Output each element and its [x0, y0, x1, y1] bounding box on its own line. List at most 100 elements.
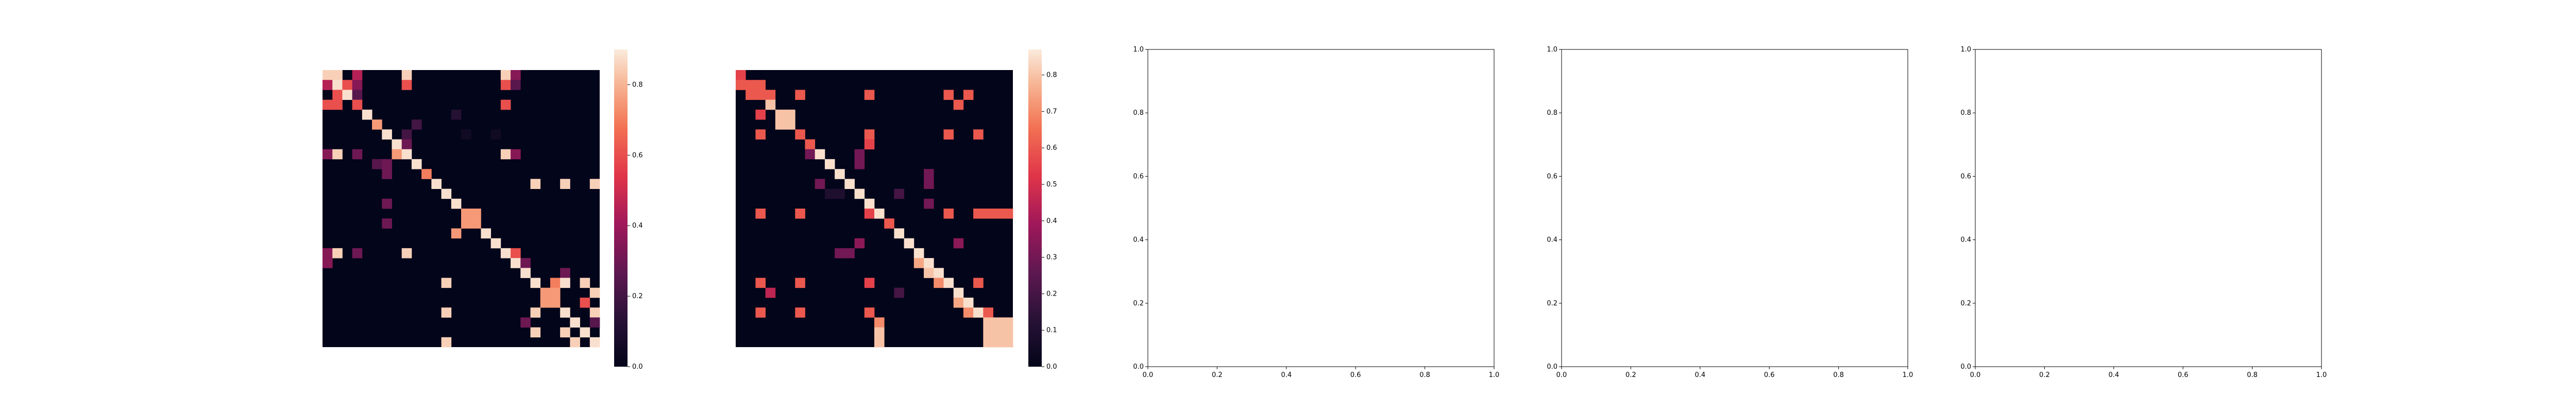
- heatmap-cell: [323, 70, 333, 80]
- heatmap-cell: [323, 149, 333, 160]
- heatmap-cell: [795, 90, 805, 100]
- heatmap-cell: [973, 307, 984, 318]
- heatmap-cell: [490, 238, 501, 249]
- heatmap-cell: [844, 248, 855, 259]
- heatmap-cell: [745, 90, 756, 100]
- heatmap-cell: [993, 317, 1004, 328]
- heatmap-cell: [589, 317, 600, 328]
- heatmap-cell: [785, 119, 795, 130]
- x-tick-label: 0.2: [2039, 371, 2050, 379]
- heatmap-cell: [983, 337, 993, 348]
- heatmap-cell: [745, 80, 756, 90]
- heatmap-cell: [973, 129, 984, 140]
- heatmap-cell: [953, 297, 964, 308]
- heatmap-cell: [815, 179, 825, 189]
- heatmap-cell: [864, 307, 875, 318]
- heatmap-cell: [1003, 317, 1013, 328]
- heatmap-cell: [805, 139, 816, 150]
- heatmap-cell: [540, 287, 551, 298]
- heatmap-cell: [963, 297, 974, 308]
- colorbar-2: 0.0 0.1 0.2 0.3 0.4 0.5 0.6 0.7 0.8: [1028, 49, 1057, 371]
- heatmap-cell: [854, 159, 865, 169]
- heatmap-cell: [560, 278, 570, 288]
- heatmap-cell: [401, 139, 412, 150]
- heatmap-cell: [372, 119, 382, 130]
- heatmap-cell: [332, 149, 343, 160]
- heatmap-panel-2: [736, 70, 1013, 348]
- heatmap-cell: [550, 278, 561, 288]
- x-tick-label: 0.6: [1764, 371, 1775, 379]
- colorbar-tick-label: 0.4: [1046, 217, 1057, 225]
- heatmap-cell: [589, 337, 600, 348]
- heatmap-cell: [795, 278, 805, 288]
- heatmap-cell: [511, 248, 521, 259]
- heatmap-cell: [755, 129, 766, 140]
- heatmap-cell: [795, 129, 805, 140]
- y-tick-label: 1.0: [1547, 46, 1557, 54]
- heatmap-cell: [392, 149, 402, 160]
- heatmap-cell: [775, 109, 786, 120]
- heatmap-cell: [441, 307, 452, 318]
- heatmap-cell: [451, 198, 462, 209]
- heatmap-cell: [382, 159, 392, 169]
- heatmap-cell: [736, 70, 746, 80]
- empty-axes-4: 0.0 0.2 0.4 0.6 0.8 1.0 0.0 0.2 0.4 0.6 0.8 1.0: [1547, 46, 1913, 379]
- x-tick-label: 0.4: [2108, 371, 2119, 379]
- y-tick-label: 0.0: [1547, 363, 1557, 371]
- y-tick-label: 0.6: [1547, 173, 1557, 180]
- x-tick-label: 0.4: [1281, 371, 1292, 379]
- colorbar-tick-label: 0.4: [632, 222, 643, 230]
- heatmap-cell: [943, 278, 954, 288]
- heatmap-cell: [913, 248, 924, 259]
- heatmap-cell: [983, 307, 993, 318]
- y-tick-label: 0.6: [1960, 173, 1971, 180]
- x-tick-label: 0.6: [1350, 371, 1361, 379]
- heatmap-cell: [530, 278, 541, 288]
- colorbar-tick-label: 0.3: [1046, 254, 1057, 262]
- heatmap-cell: [411, 159, 422, 169]
- heatmap-cell: [323, 248, 333, 259]
- heatmap-cell: [500, 70, 511, 80]
- heatmap-cell: [540, 297, 551, 308]
- colorbar-gradient: [1028, 49, 1042, 367]
- heatmap-cell: [421, 169, 432, 179]
- colorbar-tick-label: 0.1: [1046, 327, 1057, 334]
- heatmap-cell: [943, 129, 954, 140]
- heatmap-cell: [1003, 337, 1013, 348]
- heatmap-cell: [894, 287, 905, 298]
- heatmap-cell: [401, 248, 412, 259]
- heatmap-cell: [441, 337, 452, 348]
- heatmap-cell: [550, 297, 561, 308]
- y-tick-label: 0.6: [1133, 173, 1144, 180]
- heatmap-cell: [824, 188, 835, 199]
- heatmap-cell: [332, 70, 343, 80]
- heatmap-cell: [451, 109, 462, 120]
- heatmap-cell: [943, 209, 954, 219]
- heatmap-cell: [755, 90, 766, 100]
- heatmap-cell: [973, 209, 984, 219]
- heatmap-cell: [844, 179, 855, 189]
- heatmap-cell: [924, 268, 934, 278]
- heatmap-cell: [864, 139, 875, 150]
- heatmap-cell: [471, 209, 481, 219]
- heatmap-cell: [854, 149, 865, 160]
- heatmap-cell: [835, 169, 845, 179]
- heatmap-cell: [755, 109, 766, 120]
- heatmap-cell: [323, 258, 333, 268]
- axes-frame: [1975, 49, 2322, 367]
- heatmap-cell: [382, 129, 392, 140]
- heatmap-cell: [441, 278, 452, 288]
- x-tick-label: 0.0: [1970, 371, 1981, 379]
- empty-axes-5: 0.0 0.2 0.4 0.6 0.8 1.0 0.0 0.2 0.4 0.6 0.8 1.0: [1960, 46, 2327, 379]
- x-tick-label: 0.2: [1625, 371, 1636, 379]
- axes-frame: [1147, 49, 1495, 367]
- heatmap-cell: [401, 129, 412, 140]
- heatmap-cell: [560, 268, 570, 278]
- heatmap-cell: [362, 109, 372, 120]
- heatmap-cell: [481, 228, 492, 239]
- colorbar-tick-label: 0.2: [632, 293, 643, 300]
- heatmap-cell: [589, 287, 600, 298]
- heatmap-panel-1: [323, 70, 600, 348]
- colorbar-tick-label: 0.8: [1046, 72, 1057, 79]
- heatmap-cell: [795, 307, 805, 318]
